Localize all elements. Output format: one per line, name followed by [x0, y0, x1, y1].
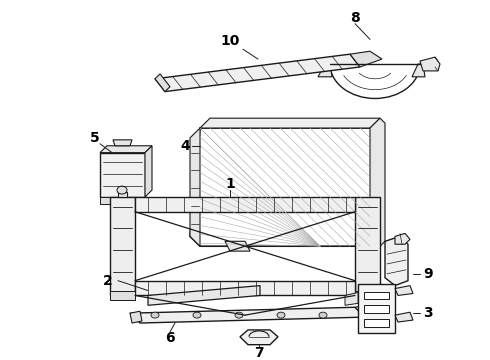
Text: 4: 4: [180, 139, 190, 153]
Polygon shape: [385, 237, 408, 285]
Polygon shape: [200, 118, 380, 128]
Polygon shape: [364, 292, 389, 300]
Text: 5: 5: [90, 131, 100, 145]
Polygon shape: [148, 285, 260, 305]
Polygon shape: [155, 74, 170, 91]
Text: 2: 2: [103, 274, 113, 288]
Polygon shape: [110, 197, 135, 296]
Polygon shape: [395, 285, 413, 296]
Text: 8: 8: [350, 11, 360, 25]
Polygon shape: [318, 64, 332, 77]
Polygon shape: [118, 192, 127, 197]
Polygon shape: [395, 233, 410, 244]
Text: 7: 7: [254, 346, 264, 360]
Polygon shape: [355, 291, 380, 300]
Polygon shape: [113, 140, 132, 146]
Polygon shape: [135, 197, 355, 212]
Polygon shape: [350, 51, 382, 67]
Polygon shape: [345, 292, 358, 305]
Polygon shape: [135, 281, 355, 296]
Polygon shape: [130, 311, 142, 323]
Polygon shape: [190, 128, 380, 246]
Polygon shape: [100, 197, 115, 204]
Ellipse shape: [319, 312, 327, 318]
Polygon shape: [100, 153, 145, 197]
Text: 3: 3: [423, 306, 433, 320]
Text: 10: 10: [220, 34, 240, 48]
Polygon shape: [355, 197, 380, 296]
Polygon shape: [225, 241, 250, 251]
Ellipse shape: [117, 186, 127, 194]
Polygon shape: [190, 128, 200, 246]
Text: 9: 9: [423, 267, 433, 281]
Polygon shape: [240, 330, 278, 345]
Polygon shape: [100, 146, 152, 153]
Polygon shape: [110, 291, 135, 300]
Polygon shape: [364, 319, 389, 327]
Polygon shape: [420, 57, 440, 71]
Polygon shape: [155, 54, 360, 91]
Polygon shape: [145, 146, 152, 197]
Ellipse shape: [193, 312, 201, 318]
Polygon shape: [370, 118, 385, 251]
Ellipse shape: [235, 312, 243, 318]
Text: 6: 6: [165, 331, 175, 345]
Polygon shape: [412, 64, 425, 77]
Polygon shape: [130, 197, 145, 204]
Ellipse shape: [151, 312, 159, 318]
Text: 1: 1: [225, 177, 235, 191]
Polygon shape: [355, 305, 375, 317]
Polygon shape: [130, 307, 365, 323]
Polygon shape: [395, 312, 413, 322]
Polygon shape: [358, 284, 395, 333]
Polygon shape: [364, 305, 389, 313]
Ellipse shape: [277, 312, 285, 318]
